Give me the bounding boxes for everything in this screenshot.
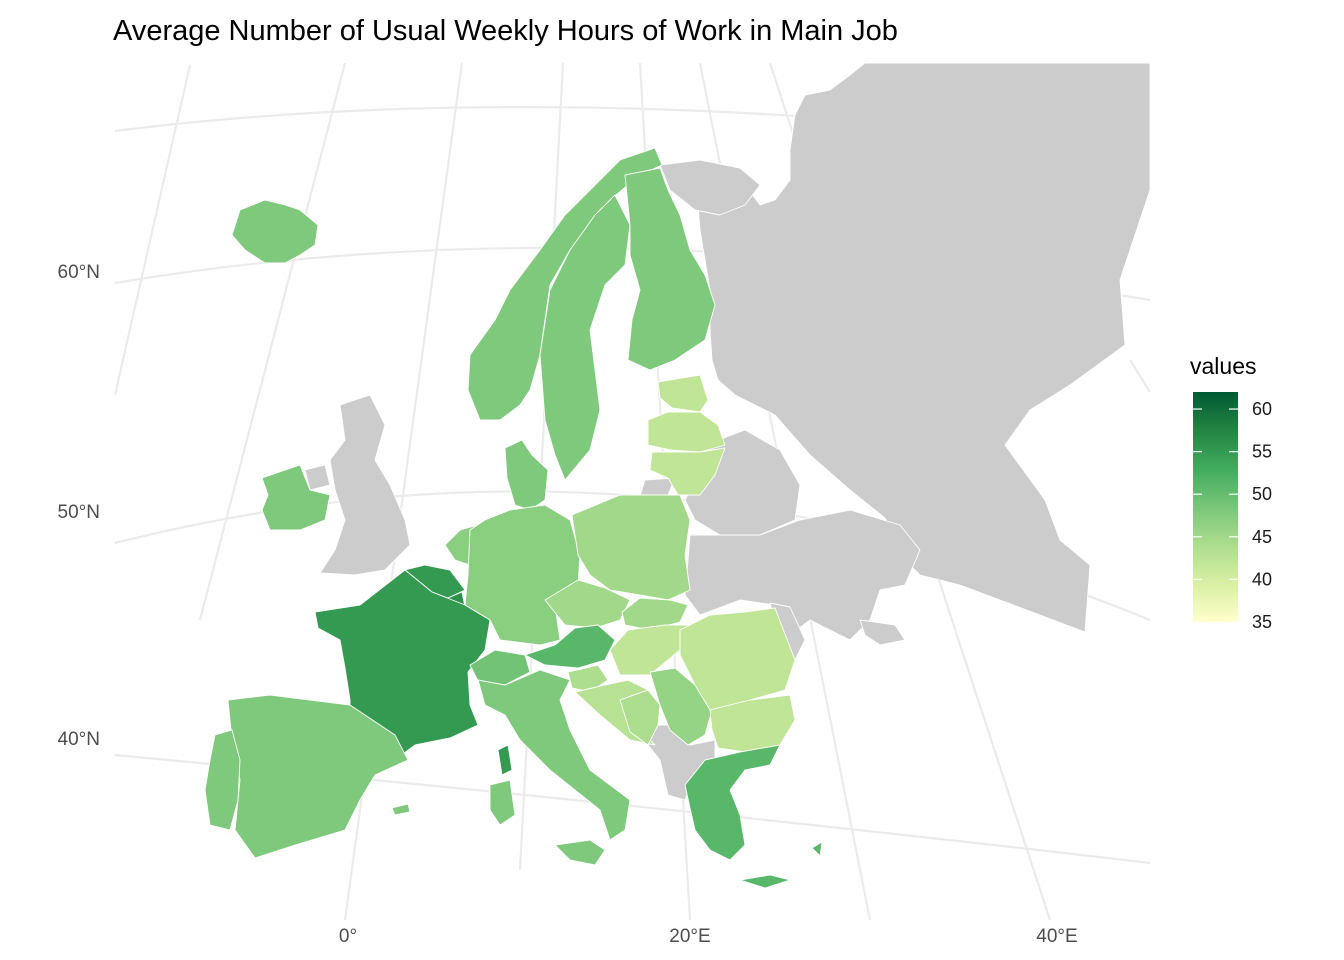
region-bosnia <box>619 689 661 746</box>
region-ukraine <box>684 509 921 641</box>
legend-title: values <box>1190 353 1256 379</box>
legend-colorbar <box>1193 392 1238 622</box>
region-slovakia <box>621 597 689 631</box>
region-uk <box>319 394 411 576</box>
lat-label-50: 50°N <box>58 502 100 523</box>
legend-tick-label: 45 <box>1252 527 1272 547</box>
region-denmark <box>504 439 549 511</box>
lon-label-40: 40°E <box>1036 926 1077 947</box>
lat-label-60: 60°N <box>58 262 100 283</box>
chart-title: Average Number of Usual Weekly Hours of … <box>113 15 898 47</box>
lat-label-40: 40°N <box>58 729 100 750</box>
region-russia <box>679 62 1151 633</box>
region-portugal <box>204 729 241 831</box>
region-crete <box>739 874 791 889</box>
region-sardinia <box>489 779 516 826</box>
legend-tick-label: 50 <box>1252 484 1272 504</box>
lon-label-0: 0° <box>339 926 357 947</box>
graticule-lon-m10 <box>198 62 347 621</box>
region-ireland <box>261 464 331 531</box>
legend-ticks: 60 55 50 45 40 35 <box>1193 399 1272 632</box>
region-hungary <box>609 624 691 676</box>
region-estonia <box>657 374 709 413</box>
legend-tick-label: 40 <box>1252 569 1272 589</box>
region-austria <box>524 624 616 669</box>
region-latvia <box>647 411 726 453</box>
region-lithuania <box>649 447 726 496</box>
legend-tick-label: 55 <box>1252 442 1272 462</box>
graticule-lon-50 <box>1129 359 1151 393</box>
region-balearic <box>391 803 411 816</box>
region-crimea <box>859 619 906 646</box>
graticule-lon-m20 <box>113 64 192 396</box>
legend-tick-label: 35 <box>1252 612 1272 632</box>
legend-tick-label: 60 <box>1252 399 1272 419</box>
region-poland <box>571 494 691 601</box>
region-corsica <box>497 744 513 776</box>
lon-label-20: 20°E <box>669 926 710 947</box>
region-cyprus <box>811 841 823 857</box>
region-finland <box>624 167 716 371</box>
region-kola <box>659 159 761 216</box>
region-italy <box>477 669 631 841</box>
region-sweden <box>539 194 631 481</box>
region-norway <box>467 147 663 421</box>
region-romania <box>679 607 796 711</box>
region-iceland <box>231 199 319 264</box>
legend: values 60 55 50 45 40 35 <box>1190 353 1272 632</box>
region-greece <box>684 744 781 861</box>
region-n-ireland <box>304 464 331 491</box>
region-sicily <box>554 839 606 866</box>
data-regions <box>204 147 823 889</box>
